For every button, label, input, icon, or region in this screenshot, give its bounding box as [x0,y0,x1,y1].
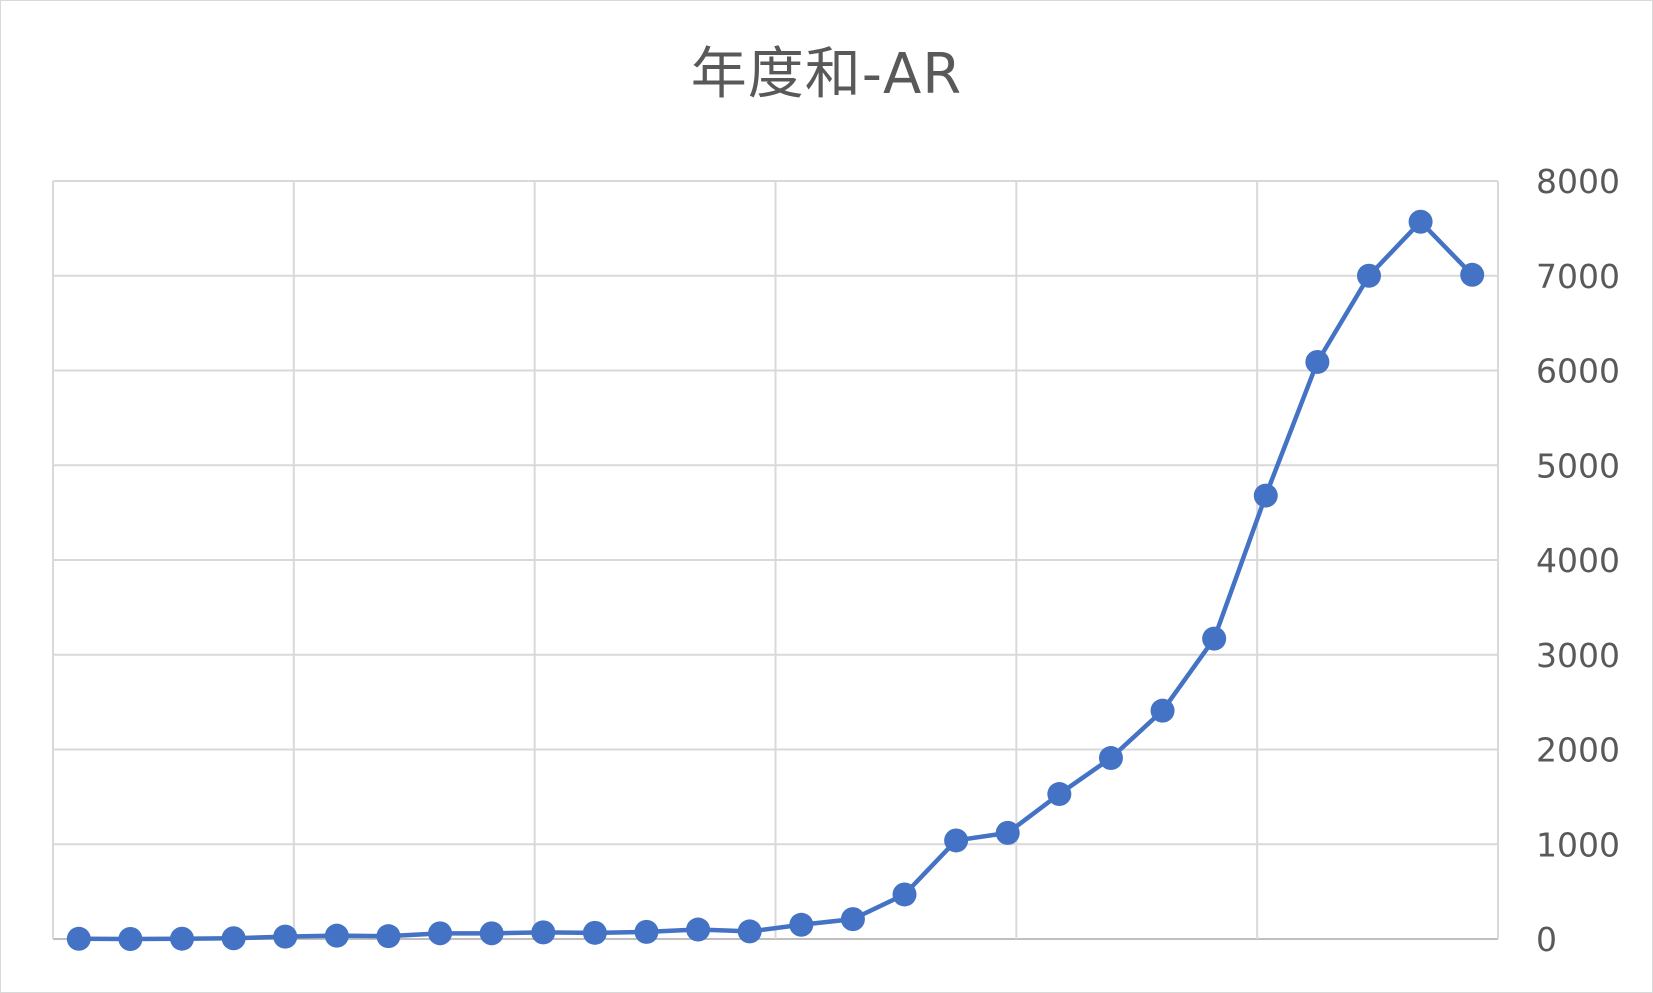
grid-layer [53,181,1498,939]
data-point [531,920,555,944]
data-point [170,927,194,951]
data-point [789,913,813,937]
data-point [1254,484,1278,508]
data-point [428,921,452,945]
data-point [686,918,710,942]
data-point [1151,699,1175,723]
y-tick-label: 8000 [1536,162,1620,201]
data-point [222,926,246,950]
data-point [841,907,865,931]
data-point [273,925,297,949]
data-point [1305,350,1329,374]
y-tick-label: 7000 [1536,257,1620,296]
data-point [583,921,607,945]
y-tick-label: 4000 [1536,541,1620,580]
y-axis-tick-labels: 0 1000 2000 3000 4000 5000 6000 7000 8000 [1536,162,1620,959]
data-point [1460,263,1484,287]
data-point [1099,746,1123,770]
data-point [1357,264,1381,288]
data-point [480,921,504,945]
y-tick-label: 0 [1536,920,1557,959]
data-point [376,924,400,948]
data-point [1047,782,1071,806]
data-point [944,828,968,852]
data-point [1202,627,1226,651]
y-tick-label: 2000 [1536,731,1620,770]
data-point [893,882,917,906]
y-tick-label: 1000 [1536,825,1620,864]
data-point [634,920,658,944]
data-point [1409,210,1433,234]
data-point [67,927,91,951]
data-point [738,919,762,943]
y-tick-label: 6000 [1536,352,1620,391]
data-point [325,924,349,948]
data-point [996,821,1020,845]
y-tick-label: 3000 [1536,636,1620,675]
y-tick-label: 5000 [1536,446,1620,485]
data-point [118,927,142,951]
